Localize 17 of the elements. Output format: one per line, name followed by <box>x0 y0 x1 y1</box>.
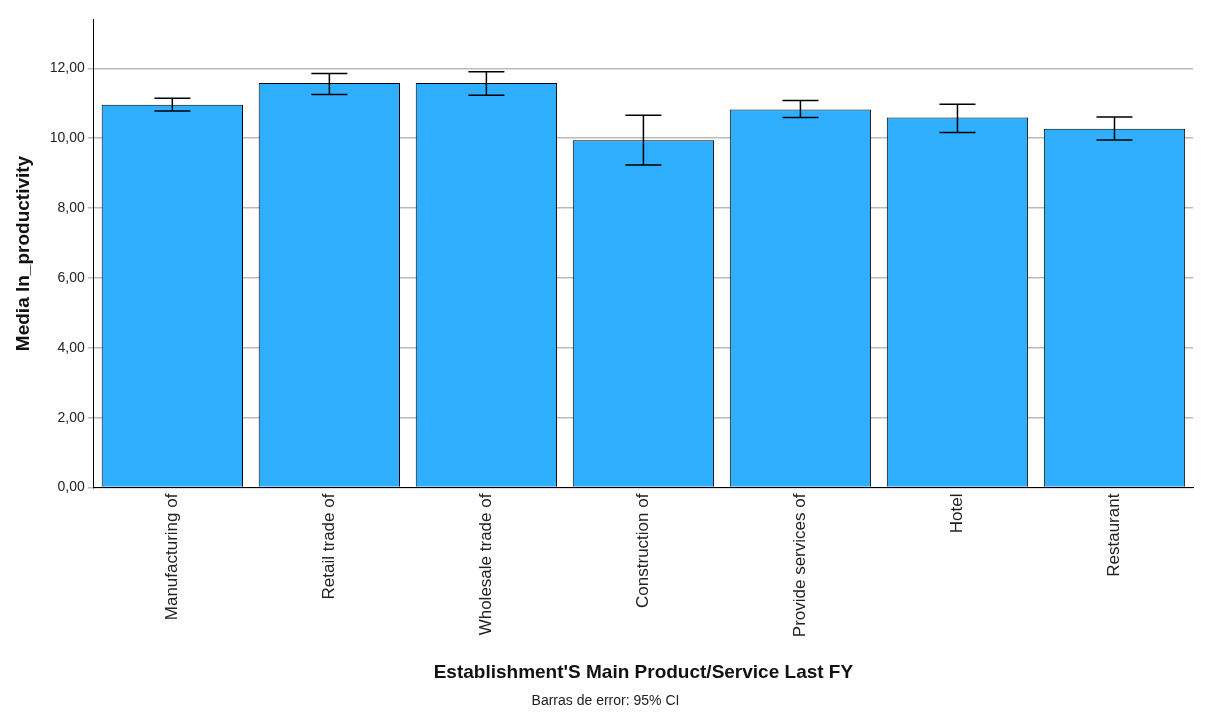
x-tick-label: Hotel <box>947 493 967 534</box>
y-axis-title: Media ln_productivity <box>11 155 33 352</box>
y-tick-label: 2,00 <box>57 408 86 425</box>
y-tick-label: 10,00 <box>49 129 86 146</box>
y-tick-label: 6,00 <box>57 268 86 285</box>
y-tick-label: 12,00 <box>49 59 86 76</box>
y-tick-label: 0,00 <box>57 478 86 495</box>
x-axis-title: Establishment'S Main Product/Service Last FY <box>433 660 854 682</box>
text: Barras de error: 95% CI <box>530 692 681 708</box>
x-tick-label: Retail trade of <box>319 493 339 600</box>
x-tick-label: Restaurant <box>1104 493 1124 577</box>
x-tick-label: Wholesale trade of <box>476 493 496 636</box>
x-tick-label: Provide services of <box>790 493 810 638</box>
y-tick-label: 4,00 <box>57 338 86 355</box>
x-tick-label: Construction of <box>633 493 653 608</box>
y-tick-label: 8,00 <box>57 198 86 215</box>
x-tick-label: Manufacturing of <box>162 493 182 621</box>
